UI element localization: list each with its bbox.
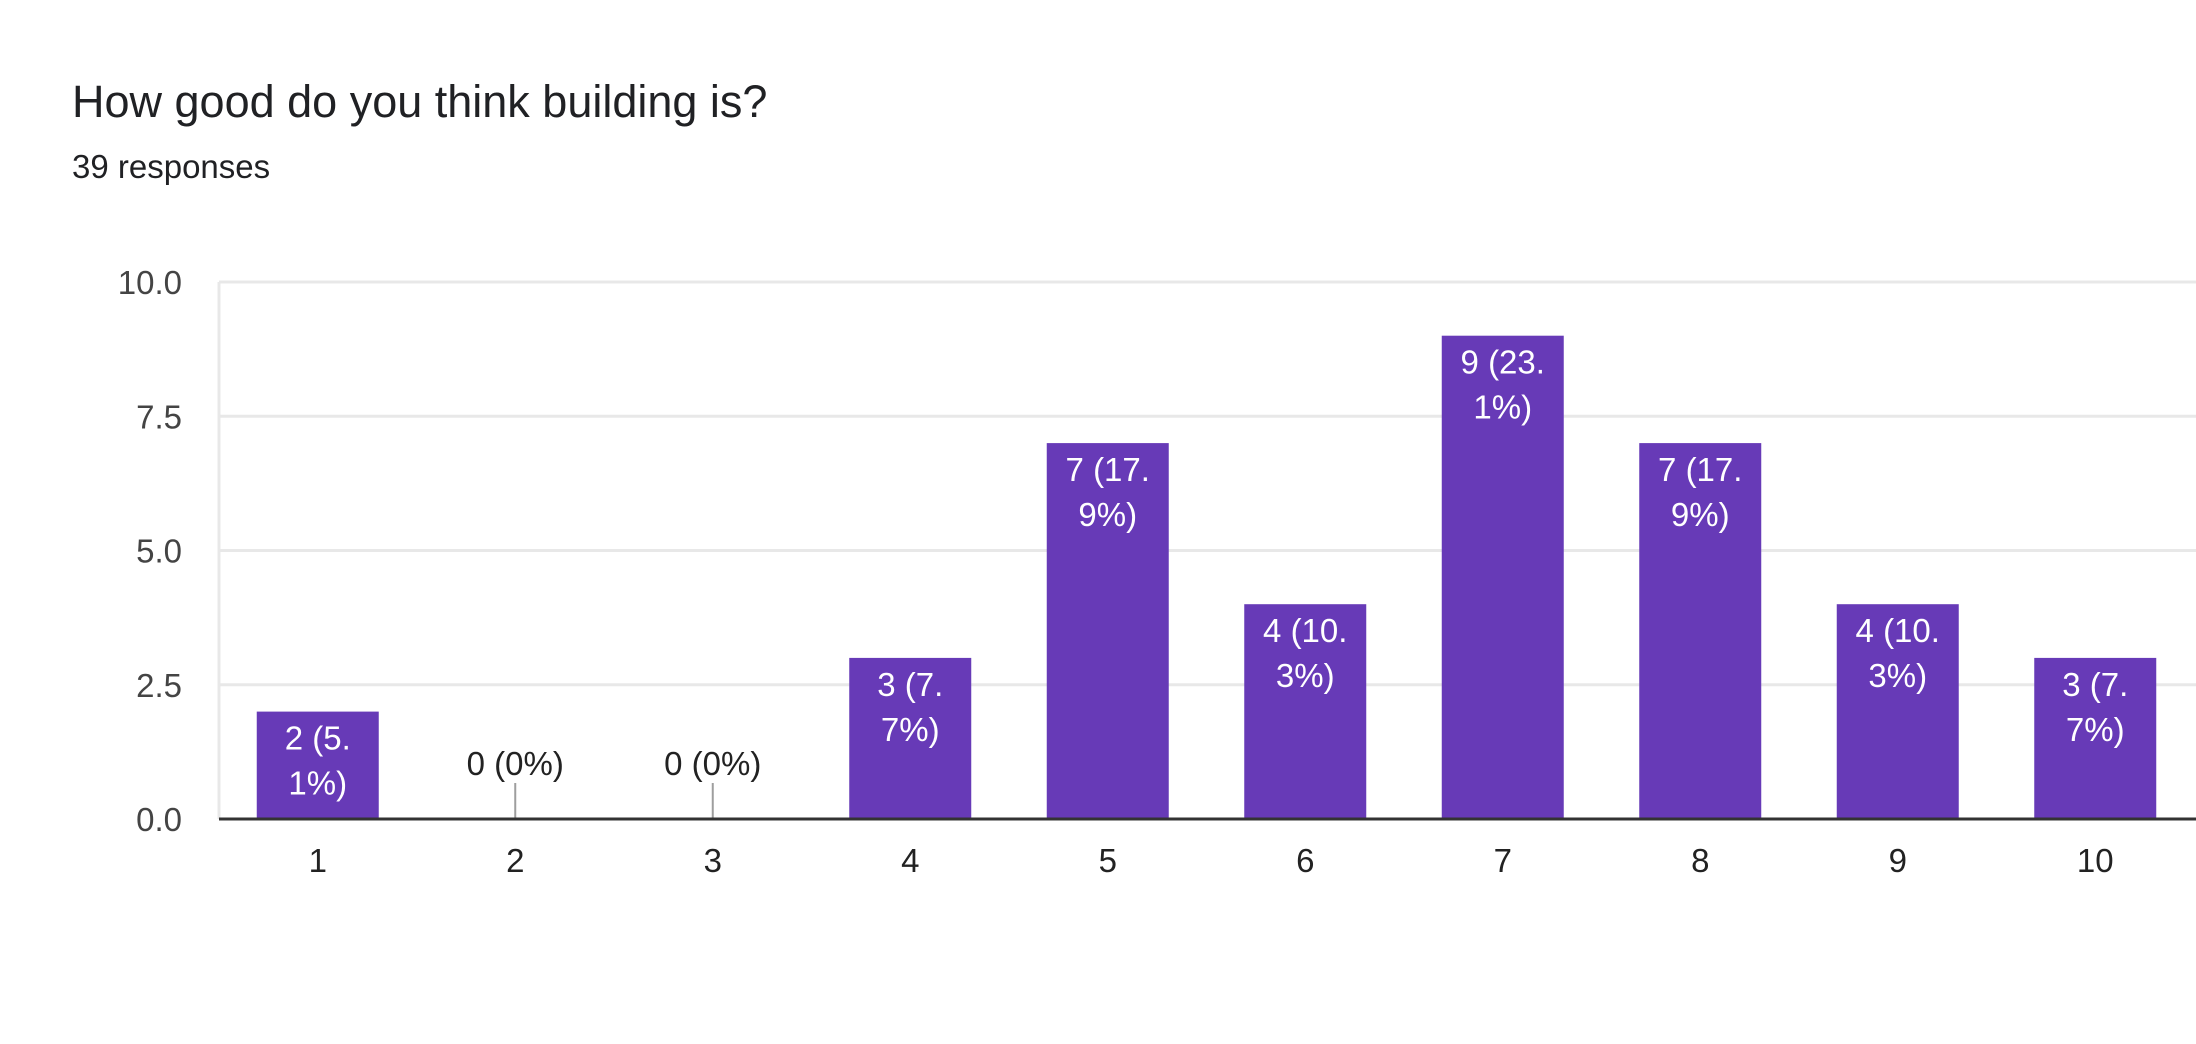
y-tick-label: 0.0 bbox=[136, 801, 182, 838]
data-label: 4 (10. 3%) bbox=[1263, 612, 1347, 694]
x-tick-label: 7 bbox=[1494, 842, 1512, 879]
x-tick-label: 10 bbox=[2077, 842, 2114, 879]
data-label: 2 (5. 1%) bbox=[285, 720, 351, 802]
x-tick-label: 3 bbox=[704, 842, 722, 879]
bar bbox=[256, 711, 379, 819]
bars bbox=[256, 335, 2157, 819]
y-tick-label: 2.5 bbox=[136, 667, 182, 704]
data-label: 0 (0%) bbox=[664, 745, 761, 782]
question-title: How good do you think building is? bbox=[72, 76, 768, 127]
bar bbox=[2034, 657, 2157, 819]
x-tick-label: 4 bbox=[901, 842, 919, 879]
x-tick-label: 6 bbox=[1296, 842, 1314, 879]
y-tick-label: 5.0 bbox=[136, 533, 182, 570]
bar bbox=[849, 657, 972, 819]
data-label: 4 (10. 3%) bbox=[1856, 612, 1940, 694]
data-label: 0 (0%) bbox=[467, 745, 564, 782]
x-tick-label: 1 bbox=[309, 842, 327, 879]
data-label: 9 (23. 1%) bbox=[1461, 344, 1545, 426]
data-labels: 2 (5. 1%) 0 (0%) 0 (0%) 3 (7. 7%) 7 (17. 9%) 4 (… bbox=[285, 344, 2129, 802]
bar bbox=[1441, 335, 1564, 819]
x-tick-label: 9 bbox=[1889, 842, 1907, 879]
gridlines bbox=[217, 280, 2196, 819]
y-tick-label: 7.5 bbox=[136, 398, 182, 435]
x-tick-label: 5 bbox=[1099, 842, 1117, 879]
bar bbox=[1244, 604, 1367, 819]
axes: 0.0 2.5 5.0 7.5 10.0 1 2 3 4 5 6 7 8 9 10 bbox=[118, 264, 2196, 879]
bar bbox=[1836, 604, 1959, 819]
response-count: 39 responses bbox=[72, 148, 271, 185]
y-tick-label: 10.0 bbox=[118, 264, 182, 301]
bar bbox=[1046, 443, 1169, 819]
x-tick-label: 2 bbox=[506, 842, 524, 879]
data-label: 3 (7. 7%) bbox=[2062, 666, 2128, 748]
data-label: 3 (7. 7%) bbox=[877, 666, 943, 748]
data-label: 7 (17. 9%) bbox=[1066, 451, 1150, 533]
bar bbox=[1639, 443, 1762, 819]
data-label: 7 (17. 9%) bbox=[1658, 451, 1742, 533]
x-tick-label: 8 bbox=[1691, 842, 1709, 879]
